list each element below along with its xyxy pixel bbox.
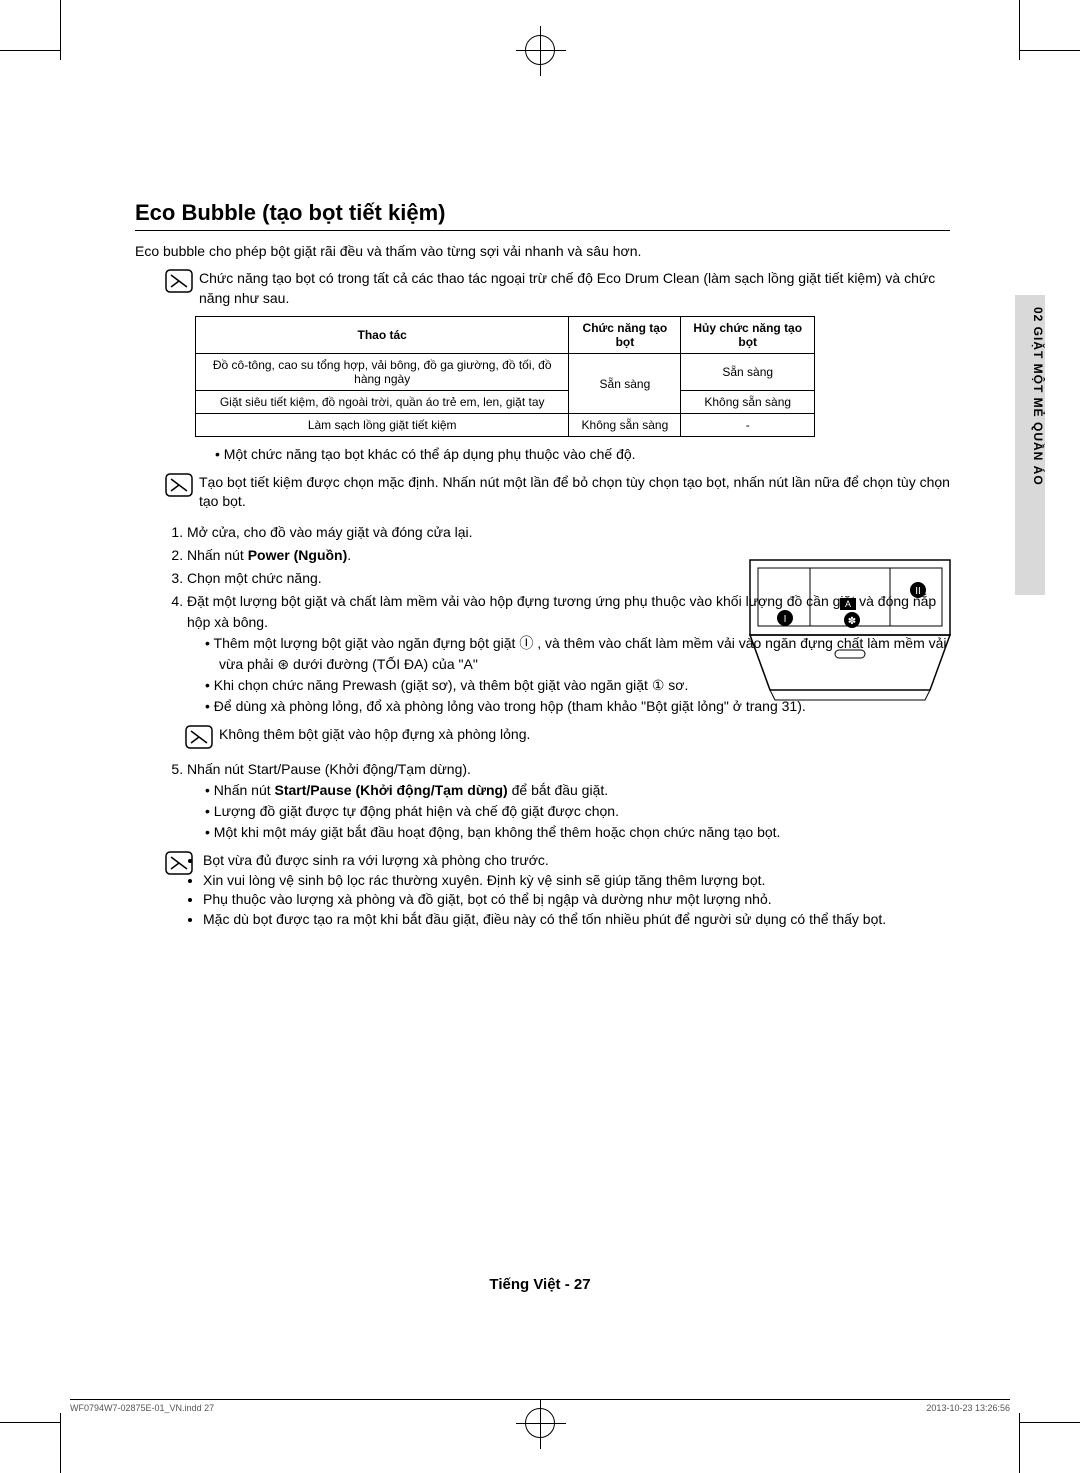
svg-text:A: A: [845, 599, 851, 609]
step-2-text: Nhấn nút: [187, 547, 248, 563]
table-cell: Sẵn sàng: [569, 354, 681, 414]
note-2-text: Tạo bọt tiết kiệm được chọn mặc định. Nh…: [199, 473, 950, 512]
step-5-sub-pre: Nhấn nút: [214, 782, 275, 798]
print-footline: WF0794W7-02875E-01_VN.indd 27 2013-10-23…: [70, 1399, 1010, 1413]
power-button-label: Power (Nguồn): [248, 547, 348, 563]
note-3: Không thêm bột giặt vào hộp đựng xà phòn…: [185, 725, 950, 749]
note-1: Chức năng tạo bọt có trong tất cả các th…: [165, 269, 950, 308]
table-cell: Đồ cô-tông, cao su tổng hợp, vải bông, đ…: [196, 354, 569, 391]
svg-text:II: II: [915, 586, 921, 597]
page-content: Eco Bubble (tạo bọt tiết kiệm) Eco bubbl…: [135, 90, 950, 937]
section-tab: 02 GIẶT MỘT MẺ QUẦN ÁO: [1015, 295, 1045, 595]
footline-timestamp: 2013-10-23 13:26:56: [926, 1403, 1010, 1413]
svg-text:I: I: [784, 614, 787, 625]
step-1: Mở cửa, cho đồ vào máy giặt và đóng cửa …: [187, 522, 950, 543]
note-4-item: Xin vui lòng vệ sinh bộ lọc rác thường x…: [203, 871, 950, 891]
note-4: Bọt vừa đủ được sinh ra với lượng xà phò…: [165, 851, 950, 929]
step-5-sub: Nhấn nút Start/Pause (Khởi động/Tạm dừng…: [187, 780, 950, 843]
table-cell: Sẵn sàng: [681, 354, 815, 391]
table-cell: Không sẵn sàng: [569, 414, 681, 437]
step-5-sub-item: Nhấn nút Start/Pause (Khởi động/Tạm dừng…: [205, 780, 950, 801]
svg-text:✽: ✽: [848, 616, 856, 627]
step-5-sub-post: để bắt đầu giặt.: [508, 782, 608, 798]
note-3-text: Không thêm bột giặt vào hộp đựng xà phòn…: [219, 725, 950, 745]
bullet-mode-dependent: Một chức năng tạo bọt khác có thể áp dụn…: [215, 445, 950, 465]
bubble-function-table: Thao tác Chức năng tạo bọt Hủy chức năng…: [195, 316, 815, 437]
th-operation: Thao tác: [196, 317, 569, 354]
steps-list-2: Nhấn nút Start/Pause (Khởi động/Tạm dừng…: [165, 759, 950, 843]
step-5-sub-item: Một khi một máy giặt bắt đầu hoạt động, …: [205, 822, 950, 843]
note-icon: [185, 725, 213, 749]
detergent-drawer-diagram: II A I ✽: [740, 550, 960, 710]
page-heading: Eco Bubble (tạo bọt tiết kiệm): [135, 200, 950, 231]
step-5-text: Nhấn nút Start/Pause (Khởi động/Tạm dừng…: [187, 761, 471, 777]
intro-text: Eco bubble cho phép bột giặt rãi đều và …: [135, 243, 950, 259]
th-bubble-off: Hủy chức năng tạo bọt: [681, 317, 815, 354]
start-pause-label: Start/Pause (Khởi động/Tạm dừng): [275, 782, 508, 798]
note-1-text: Chức năng tạo bọt có trong tất cả các th…: [199, 269, 950, 308]
step-5-sub-item: Lượng đồ giặt được tự động phát hiện và …: [205, 801, 950, 822]
note-icon: [165, 473, 193, 497]
note-4-item: Phụ thuộc vào lượng xà phòng và đồ giặt,…: [203, 890, 950, 910]
table-cell: -: [681, 414, 815, 437]
note-4-item: Mặc dù bọt được tạo ra một khi bắt đầu g…: [203, 910, 950, 930]
note-2: Tạo bọt tiết kiệm được chọn mặc định. Nh…: [165, 473, 950, 512]
th-bubble-on: Chức năng tạo bọt: [569, 317, 681, 354]
table-cell: Làm sạch lồng giặt tiết kiệm: [196, 414, 569, 437]
table-cell: Không sẵn sàng: [681, 391, 815, 414]
note-4-item: Bọt vừa đủ được sinh ra với lượng xà phò…: [203, 851, 950, 871]
note-4-list: Bọt vừa đủ được sinh ra với lượng xà phò…: [199, 851, 950, 929]
note-icon: [165, 269, 193, 293]
step-5: Nhấn nút Start/Pause (Khởi động/Tạm dừng…: [187, 759, 950, 843]
table-cell: Giặt siêu tiết kiệm, đồ ngoài trời, quần…: [196, 391, 569, 414]
page-footer: Tiếng Việt - 27: [0, 1276, 1080, 1293]
footline-file: WF0794W7-02875E-01_VN.indd 27: [70, 1403, 214, 1413]
step-2-end: .: [347, 547, 351, 563]
